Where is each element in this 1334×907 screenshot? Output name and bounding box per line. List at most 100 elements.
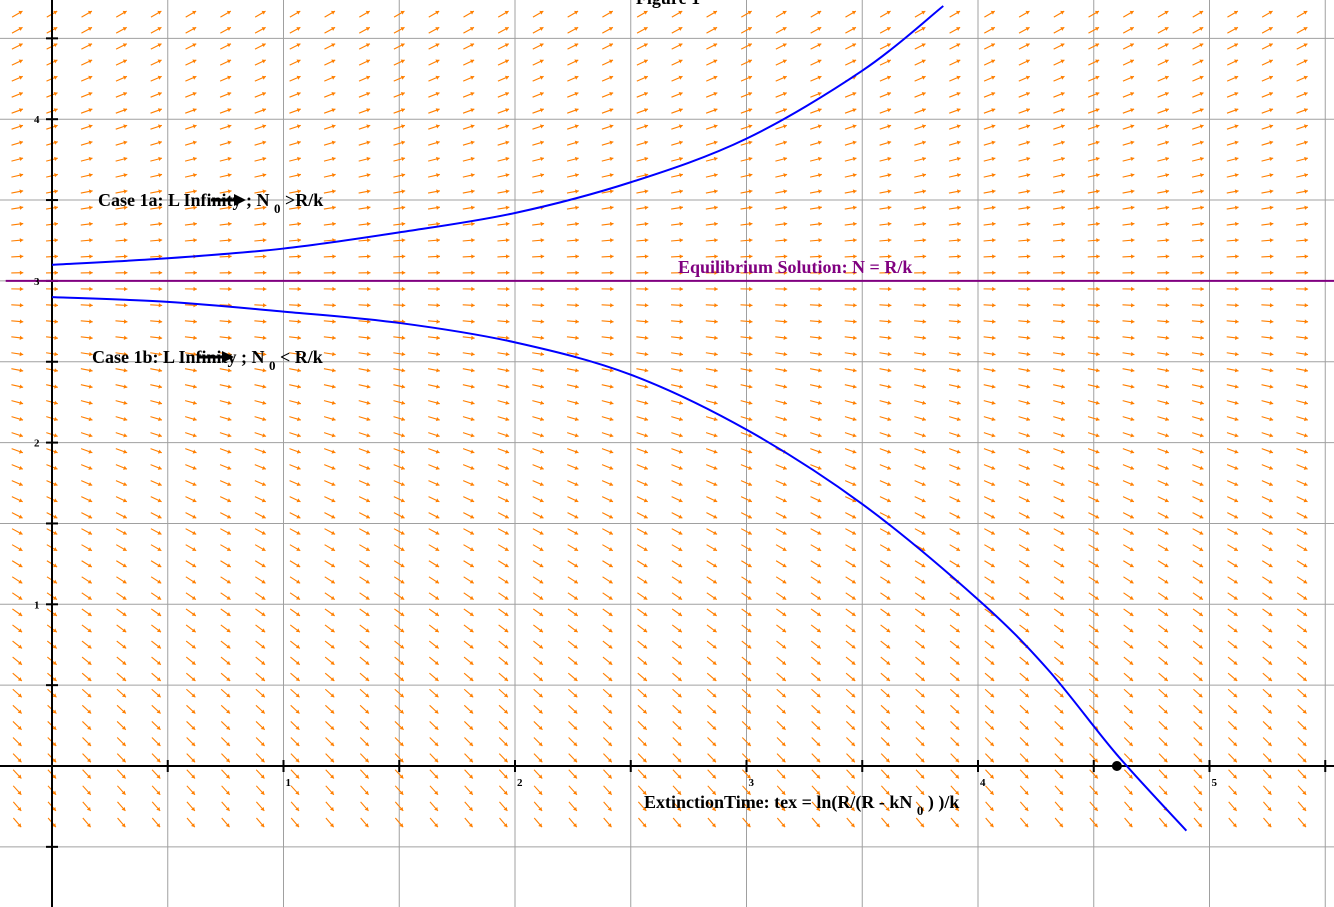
- slope-arrowhead: [1129, 530, 1134, 535]
- slope-arrowhead: [1165, 417, 1169, 422]
- slope-arrowhead: [330, 677, 335, 681]
- slope-arrowhead: [401, 384, 406, 389]
- slope-arrowhead: [1163, 774, 1168, 779]
- slope-arrowhead: [644, 238, 649, 243]
- slope-arrowhead: [642, 790, 647, 795]
- slope-arrowhead: [714, 254, 718, 259]
- slope-arrowhead: [365, 530, 370, 535]
- slope-arrowhead: [1095, 156, 1100, 162]
- slope-arrowhead: [783, 124, 787, 129]
- slope-arrowhead: [608, 563, 613, 568]
- slope-arrowhead: [506, 270, 510, 275]
- slope-arrowhead: [538, 725, 543, 730]
- slope-arrowhead: [53, 433, 58, 438]
- slope-arrowhead: [470, 140, 475, 145]
- series-case-1b-line: [51, 296, 1188, 832]
- slope-arrowhead: [991, 189, 996, 194]
- slope-arrowhead: [853, 286, 857, 292]
- slope-arrowhead: [748, 417, 753, 422]
- slope-arrowhead: [191, 595, 196, 600]
- slope-arrowhead: [1303, 498, 1308, 503]
- slope-arrowhead: [573, 660, 578, 665]
- slope-arrowhead: [538, 693, 543, 698]
- slope-arrowhead: [227, 400, 232, 405]
- slope-arrowhead: [1267, 709, 1272, 714]
- slope-arrowhead: [1269, 91, 1273, 96]
- slope-arrowhead: [436, 384, 440, 389]
- slope-arrowhead: [123, 156, 128, 162]
- slope-arrowhead: [1233, 595, 1238, 600]
- slope-arrowhead: [747, 498, 752, 503]
- slope-arrowhead: [575, 303, 579, 308]
- slope-arrowhead: [1234, 189, 1239, 194]
- slope-arrowhead: [852, 124, 857, 129]
- slope-arrowhead: [1165, 400, 1170, 405]
- slope-arrowhead: [227, 205, 232, 210]
- slope-arrowhead: [469, 579, 474, 584]
- slope-arrowhead: [17, 677, 22, 681]
- slope-arrowhead: [365, 547, 370, 551]
- slope-arrowhead: [434, 612, 439, 616]
- slope-arrowhead: [1303, 433, 1308, 438]
- slope-arrowhead: [1096, 286, 1100, 292]
- slope-arrowhead: [470, 156, 475, 162]
- slope-arrowhead: [574, 43, 579, 48]
- slope-arrowhead: [713, 189, 718, 194]
- slope-arrowhead: [468, 758, 473, 763]
- slope-arrowhead: [434, 595, 439, 600]
- slope-arrowhead: [921, 547, 926, 551]
- slope-arrowhead: [1129, 563, 1134, 568]
- slope-arrowhead: [1267, 725, 1272, 730]
- slope-arrowhead: [714, 303, 718, 308]
- slope-arrowhead: [436, 368, 440, 373]
- slope-arrowhead: [747, 628, 752, 633]
- slope-arrowhead: [401, 433, 405, 438]
- slope-arrowhead: [610, 303, 614, 308]
- slope-arrowhead: [921, 465, 926, 470]
- slope-arrowhead: [157, 514, 162, 519]
- slope-arrowhead: [435, 482, 440, 487]
- slope-arrowhead: [539, 75, 544, 80]
- slope-arrowhead: [156, 806, 161, 811]
- slope-arrowhead: [608, 43, 613, 48]
- slope-arrowhead: [609, 335, 614, 340]
- slope-arrowhead: [400, 514, 405, 519]
- slope-arrowhead: [192, 563, 197, 568]
- slope-arrowhead: [366, 189, 371, 194]
- slope-arrowhead: [226, 27, 231, 31]
- slope-arrowhead: [399, 742, 404, 746]
- extinction-sub: 0: [917, 803, 924, 818]
- slope-arrowhead: [87, 547, 92, 551]
- slope-arrowhead: [192, 124, 197, 129]
- slope-arrowhead: [365, 498, 370, 503]
- slope-arrowhead: [19, 400, 24, 405]
- slope-arrowhead: [18, 43, 23, 48]
- slope-arrowhead: [121, 693, 126, 698]
- slope-arrowhead: [1164, 43, 1169, 48]
- slope-arrowhead: [17, 742, 22, 746]
- slope-arrowhead: [399, 725, 404, 730]
- slope-arrowhead: [538, 790, 543, 795]
- slope-arrowhead: [1130, 156, 1135, 162]
- slope-arrowhead: [435, 27, 440, 31]
- slope-arrowhead: [192, 140, 197, 145]
- slope-arrowhead: [1165, 319, 1170, 324]
- slope-arrowhead: [781, 823, 786, 828]
- slope-arrowhead: [1269, 433, 1274, 438]
- slope-arrowhead: [121, 742, 126, 746]
- slope-arrowhead: [955, 774, 959, 779]
- slope-arrowhead: [712, 10, 717, 15]
- slope-arrowhead: [956, 465, 961, 470]
- slope-arrowhead: [1026, 205, 1031, 210]
- slope-arrowhead: [1302, 774, 1307, 779]
- slope-arrowhead: [748, 75, 752, 80]
- slope-arrowhead: [1199, 498, 1204, 503]
- slope-arrowhead: [191, 806, 195, 811]
- slope-arrowhead: [505, 335, 510, 340]
- slope-arrowhead: [295, 612, 300, 616]
- slope-arrowhead: [610, 319, 614, 324]
- slope-arrowhead: [1233, 725, 1237, 730]
- slope-arrowhead: [990, 514, 995, 519]
- slope-arrowhead: [227, 221, 232, 227]
- slope-arrowhead: [297, 221, 302, 227]
